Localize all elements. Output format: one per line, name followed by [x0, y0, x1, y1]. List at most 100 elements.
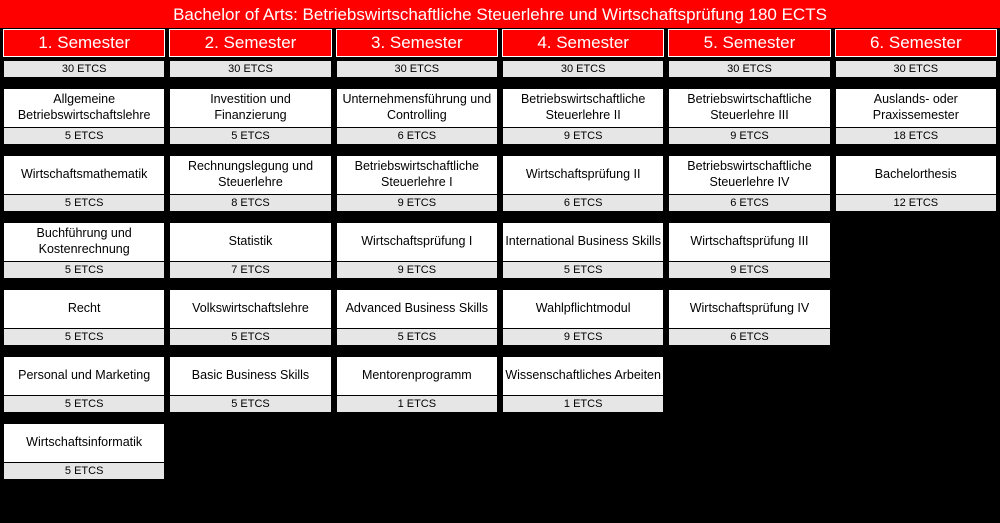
curriculum-plan: Bachelor of Arts: Betriebswirtschaftlich… [0, 0, 1000, 494]
module: Wissenschaftliches Arbeiten1 ETCS [502, 356, 664, 413]
module: Basic Business Skills5 ETCS [169, 356, 331, 413]
module-ects: 9 ETCS [502, 329, 664, 346]
semester-column: 5. Semester 30 ETCS Betriebswirtschaftlich… [668, 29, 830, 490]
module-name: Wahlpflichtmodul [502, 289, 664, 329]
semester-ects: 30 ETCS [502, 60, 664, 78]
semester-column: 1. Semester 30 ETCS Allgemeine Betriebswir… [3, 29, 165, 490]
module-name: Wirtschaftsmathematik [3, 155, 165, 195]
module-name: Buchführung und Kostenrechnung [3, 222, 165, 262]
module: Wirtschaftsprüfung IV6 ETCS [668, 289, 830, 346]
semester-column: 6. Semester 30 ETCS Auslands- oder Praxiss… [835, 29, 997, 490]
module-ects: 5 ETCS [3, 463, 165, 480]
module: Statistik7 ETCS [169, 222, 331, 279]
semester-header: 1. Semester [3, 29, 165, 57]
module: Bachelorthesis12 ETCS [835, 155, 997, 212]
module-name: Unternehmensführung und Controlling [336, 88, 498, 128]
module: Wirtschaftsmathematik5 ETCS [3, 155, 165, 212]
module: Buchführung und Kostenrechnung5 ETCS [3, 222, 165, 279]
semester-ects: 30 ETCS [3, 60, 165, 78]
module-ects: 8 ETCS [169, 195, 331, 212]
module: Betriebswirtschaftliche Steuerlehre III9… [668, 88, 830, 145]
module-ects: 5 ETCS [3, 262, 165, 279]
semester-ects: 30 ETCS [668, 60, 830, 78]
program-title: Bachelor of Arts: Betriebswirtschaftlich… [0, 0, 1000, 29]
module-name: International Business Skills [502, 222, 664, 262]
semester-ects: 30 ETCS [169, 60, 331, 78]
module-ects: 6 ETCS [668, 329, 830, 346]
module-ects: 5 ETCS [336, 329, 498, 346]
module: International Business Skills5 ETCS [502, 222, 664, 279]
module: Betriebswirtschaftliche Steuerlehre IV6 … [668, 155, 830, 212]
module: Wirtschaftsprüfung I9 ETCS [336, 222, 498, 279]
semester-header: 6. Semester [835, 29, 997, 57]
module-name: Mentorenprogramm [336, 356, 498, 396]
semester-header: 3. Semester [336, 29, 498, 57]
module-name: Wirtschaftsinformatik [3, 423, 165, 463]
module-name: Advanced Business Skills [336, 289, 498, 329]
module: Rechnungslegung und Steuerlehre8 ETCS [169, 155, 331, 212]
semester-column: 2. Semester 30 ETCS Investition und Finanz… [169, 29, 331, 490]
module-name: Personal und Marketing [3, 356, 165, 396]
module-ects: 5 ETCS [502, 262, 664, 279]
module-name: Statistik [169, 222, 331, 262]
semester-ects: 30 ETCS [835, 60, 997, 78]
semester-header: 5. Semester [668, 29, 830, 57]
module-ects: 9 ETCS [336, 262, 498, 279]
module-name: Betriebswirtschaftliche Steuerlehre I [336, 155, 498, 195]
semester-header: 2. Semester [169, 29, 331, 57]
module-ects: 9 ETCS [336, 195, 498, 212]
module: Advanced Business Skills5 ETCS [336, 289, 498, 346]
module: Betriebswirtschaftliche Steuerlehre I9 E… [336, 155, 498, 212]
module-name: Bachelorthesis [835, 155, 997, 195]
module: Betriebswirtschaftliche Steuerlehre II9 … [502, 88, 664, 145]
module: Allgemeine Betriebswirtschaftslehre5 ETC… [3, 88, 165, 145]
module-name: Basic Business Skills [169, 356, 331, 396]
module-name: Volkswirtschaftslehre [169, 289, 331, 329]
module-name: Wissenschaftliches Arbeiten [502, 356, 664, 396]
module-name: Auslands- oder Praxissemester [835, 88, 997, 128]
module-ects: 5 ETCS [169, 329, 331, 346]
module: Personal und Marketing5 ETCS [3, 356, 165, 413]
module-ects: 9 ETCS [502, 128, 664, 145]
module-name: Rechnungslegung und Steuerlehre [169, 155, 331, 195]
module-name: Investition und Finanzierung [169, 88, 331, 128]
module-name: Betriebswirtschaftliche Steuerlehre IV [668, 155, 830, 195]
module-name: Wirtschaftsprüfung II [502, 155, 664, 195]
module-ects: 5 ETCS [3, 128, 165, 145]
module: Recht5 ETCS [3, 289, 165, 346]
module-ects: 5 ETCS [169, 396, 331, 413]
module: Unternehmensführung und Controlling6 ETC… [336, 88, 498, 145]
module-ects: 6 ETCS [336, 128, 498, 145]
module-ects: 18 ETCS [835, 128, 997, 145]
module-name: Wirtschaftsprüfung I [336, 222, 498, 262]
module-ects: 12 ETCS [835, 195, 997, 212]
module: Wahlpflichtmodul9 ETCS [502, 289, 664, 346]
module-ects: 6 ETCS [502, 195, 664, 212]
module-name: Wirtschaftsprüfung III [668, 222, 830, 262]
module: Wirtschaftsinformatik5 ETCS [3, 423, 165, 480]
module-name: Allgemeine Betriebswirtschaftslehre [3, 88, 165, 128]
module-ects: 9 ETCS [668, 262, 830, 279]
module-name: Recht [3, 289, 165, 329]
module: Investition und Finanzierung5 ETCS [169, 88, 331, 145]
module-ects: 1 ETCS [336, 396, 498, 413]
module: Wirtschaftsprüfung II6 ETCS [502, 155, 664, 212]
module-ects: 5 ETCS [169, 128, 331, 145]
semester-ects: 30 ETCS [336, 60, 498, 78]
module-ects: 5 ETCS [3, 195, 165, 212]
semester-column: 3. Semester 30 ETCS Unternehmensführung un… [336, 29, 498, 490]
module-ects: 9 ETCS [668, 128, 830, 145]
module-ects: 6 ETCS [668, 195, 830, 212]
semester-columns: 1. Semester30 ETCSAllgemeine Betriebswir… [0, 29, 1000, 494]
semester-column: 4. Semester 30 ETCS Betriebswirtschaftlich… [502, 29, 664, 490]
module: Auslands- oder Praxissemester18 ETCS [835, 88, 997, 145]
module-ects: 5 ETCS [3, 396, 165, 413]
module-name: Betriebswirtschaftliche Steuerlehre III [668, 88, 830, 128]
module-name: Betriebswirtschaftliche Steuerlehre II [502, 88, 664, 128]
semester-header: 4. Semester [502, 29, 664, 57]
module-ects: 1 ETCS [502, 396, 664, 413]
module: Wirtschaftsprüfung III9 ETCS [668, 222, 830, 279]
module-name: Wirtschaftsprüfung IV [668, 289, 830, 329]
module-ects: 7 ETCS [169, 262, 331, 279]
module: Mentorenprogramm1 ETCS [336, 356, 498, 413]
